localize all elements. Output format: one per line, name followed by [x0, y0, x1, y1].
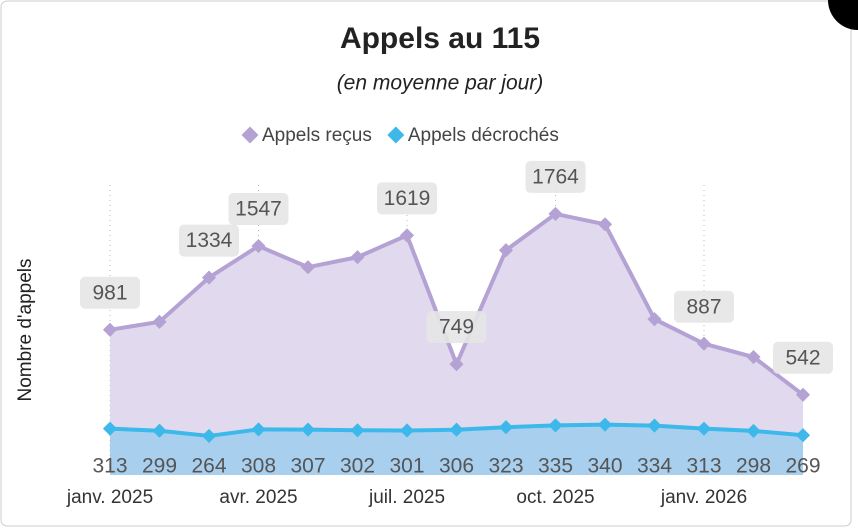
point: [498, 243, 514, 258]
data-label: 340: [587, 455, 622, 478]
point: [300, 260, 316, 275]
y-axis-label: Nombre d'appels: [15, 258, 36, 401]
point: [201, 428, 217, 443]
label-box: [179, 224, 239, 257]
point: [597, 217, 613, 232]
data-label: 313: [92, 455, 127, 478]
data-label: 335: [538, 455, 573, 478]
legend-marker: [241, 126, 259, 144]
point: [795, 387, 811, 402]
point: [647, 312, 662, 327]
x-tick-label: janv. 2026: [660, 487, 747, 508]
data-label: 542: [785, 346, 820, 369]
data-label: 334: [637, 455, 672, 478]
data-label: 313: [686, 455, 721, 478]
label-box: [773, 341, 833, 374]
label-box: [228, 193, 289, 226]
x-tick-label: juil. 2025: [368, 487, 445, 508]
chart-title: Appels au 115: [340, 22, 540, 55]
data-label: 323: [488, 455, 523, 478]
data-label: 264: [191, 455, 226, 478]
chart-subtitle: (en moyenne par jour): [337, 72, 544, 95]
point: [399, 228, 415, 243]
area: [110, 213, 803, 476]
point: [548, 206, 563, 221]
point: [300, 422, 316, 437]
point: [399, 423, 415, 438]
corner-blob: [828, 0, 858, 30]
point: [696, 336, 712, 351]
point: [449, 422, 464, 437]
point: [102, 322, 118, 337]
point: [746, 423, 761, 438]
point: [102, 421, 118, 436]
point: [696, 421, 712, 436]
point: [449, 357, 464, 372]
data-label: 307: [290, 455, 325, 478]
data-label: 302: [340, 455, 375, 478]
point: [597, 417, 613, 432]
legend-label: Appels reçus: [262, 125, 372, 146]
point: [350, 423, 365, 438]
legend-marker: [387, 126, 405, 144]
label-box: [80, 276, 140, 309]
data-label: 1334: [186, 229, 233, 252]
point: [251, 422, 266, 437]
label-box: [426, 311, 487, 344]
data-label: 1764: [532, 165, 579, 188]
label-box: [525, 160, 586, 193]
data-label: 299: [142, 455, 177, 478]
point: [152, 423, 167, 438]
x-tick-label: oct. 2025: [516, 487, 594, 508]
x-tick-label: janv. 2025: [66, 487, 153, 508]
area: [110, 424, 803, 475]
data-label: 306: [439, 455, 474, 478]
data-label: 301: [389, 455, 424, 478]
data-label: 269: [785, 455, 820, 478]
data-label: 887: [686, 295, 721, 318]
data-label: 981: [92, 281, 127, 304]
point: [498, 420, 514, 435]
legend-label: Appels décrochés: [408, 125, 559, 146]
point: [251, 238, 266, 254]
label-box: [377, 182, 437, 215]
point: [201, 270, 217, 285]
point: [647, 418, 662, 433]
point: [350, 250, 365, 265]
data-label: 308: [241, 455, 276, 478]
point: [152, 314, 167, 329]
x-tick-label: avr. 2025: [219, 487, 297, 508]
data-label: 749: [439, 316, 474, 339]
data-label: 1619: [384, 187, 431, 210]
data-label: 298: [736, 455, 771, 478]
data-label: 1547: [235, 198, 282, 221]
point: [746, 349, 761, 365]
point: [548, 418, 563, 433]
point: [795, 428, 811, 443]
label-box: [674, 290, 734, 323]
